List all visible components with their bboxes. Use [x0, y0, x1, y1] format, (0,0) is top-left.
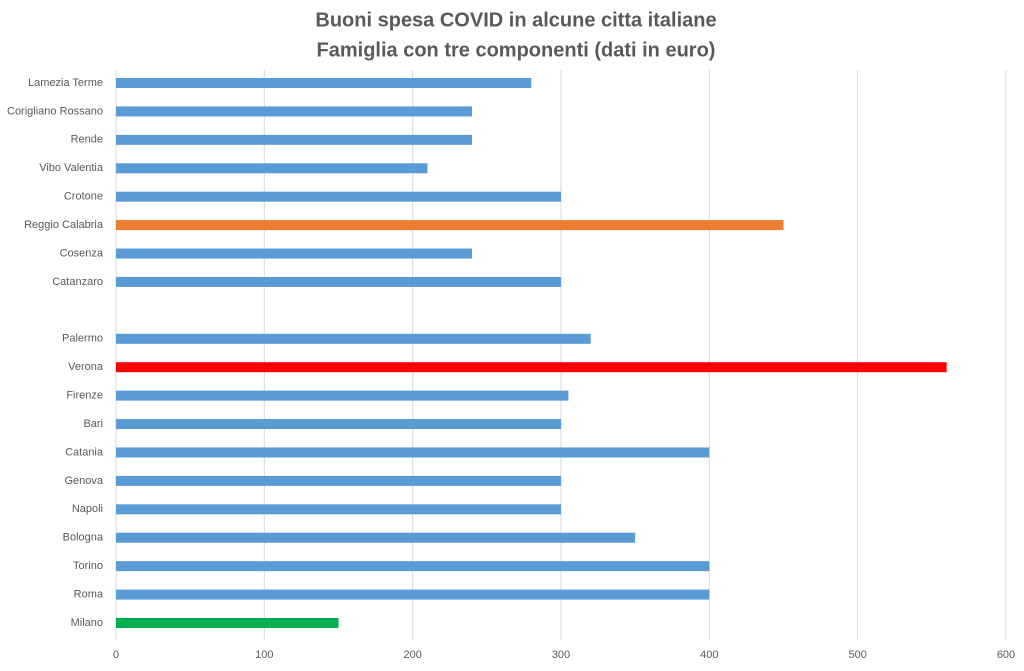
bar	[116, 134, 472, 145]
y-tick-label: Vibo Valentia	[39, 162, 104, 174]
bar	[116, 163, 428, 174]
bar	[116, 589, 710, 600]
y-tick-label: Firenze	[66, 390, 103, 402]
y-tick-label: Corigliano Rossano	[7, 105, 103, 117]
bar	[116, 532, 636, 543]
bar	[116, 78, 532, 88]
bar	[116, 106, 472, 117]
y-tick-label: Rende	[71, 134, 103, 146]
bar	[116, 276, 561, 287]
y-tick-label: Lamezia Terme	[28, 77, 103, 89]
x-tick-label: 300	[552, 649, 570, 661]
bar	[116, 390, 569, 401]
x-tick-label: 400	[700, 649, 718, 661]
y-tick-label: Verona	[68, 361, 104, 373]
bar	[116, 220, 784, 231]
bar	[116, 191, 561, 202]
y-tick-label: Torino	[73, 560, 103, 572]
y-tick-label: Cosenza	[60, 247, 104, 259]
bar	[116, 333, 591, 344]
x-tick-label: 200	[403, 649, 421, 661]
y-tick-label: Bari	[83, 418, 103, 430]
x-tick-label: 100	[255, 649, 273, 661]
bar	[116, 362, 947, 373]
x-tick-label: 500	[848, 649, 866, 661]
bar	[116, 618, 339, 628]
y-tick-label: Napoli	[72, 503, 103, 515]
bar	[116, 419, 561, 430]
bar	[116, 475, 561, 486]
chart-subtitle: Famiglia con tre componenti (dati in eur…	[317, 39, 716, 61]
chart-title: Buoni spesa COVID in alcune citta italia…	[315, 9, 716, 31]
y-tick-label: Reggio Calabria	[24, 219, 104, 231]
bar	[116, 248, 472, 259]
x-tick-label: 0	[113, 649, 119, 661]
y-tick-label: Roma	[74, 588, 104, 600]
y-tick-label: Milano	[71, 617, 103, 629]
y-tick-label: Catanzaro	[52, 276, 103, 288]
bar	[116, 561, 710, 572]
y-tick-label: Palermo	[62, 333, 103, 345]
bar	[116, 504, 561, 515]
y-tick-label: Bologna	[63, 532, 104, 544]
y-tick-label: Catania	[65, 446, 104, 458]
x-tick-label: 600	[997, 649, 1015, 661]
bar	[116, 447, 710, 458]
y-tick-label: Genova	[64, 475, 103, 487]
y-tick-label: Crotone	[64, 191, 103, 203]
